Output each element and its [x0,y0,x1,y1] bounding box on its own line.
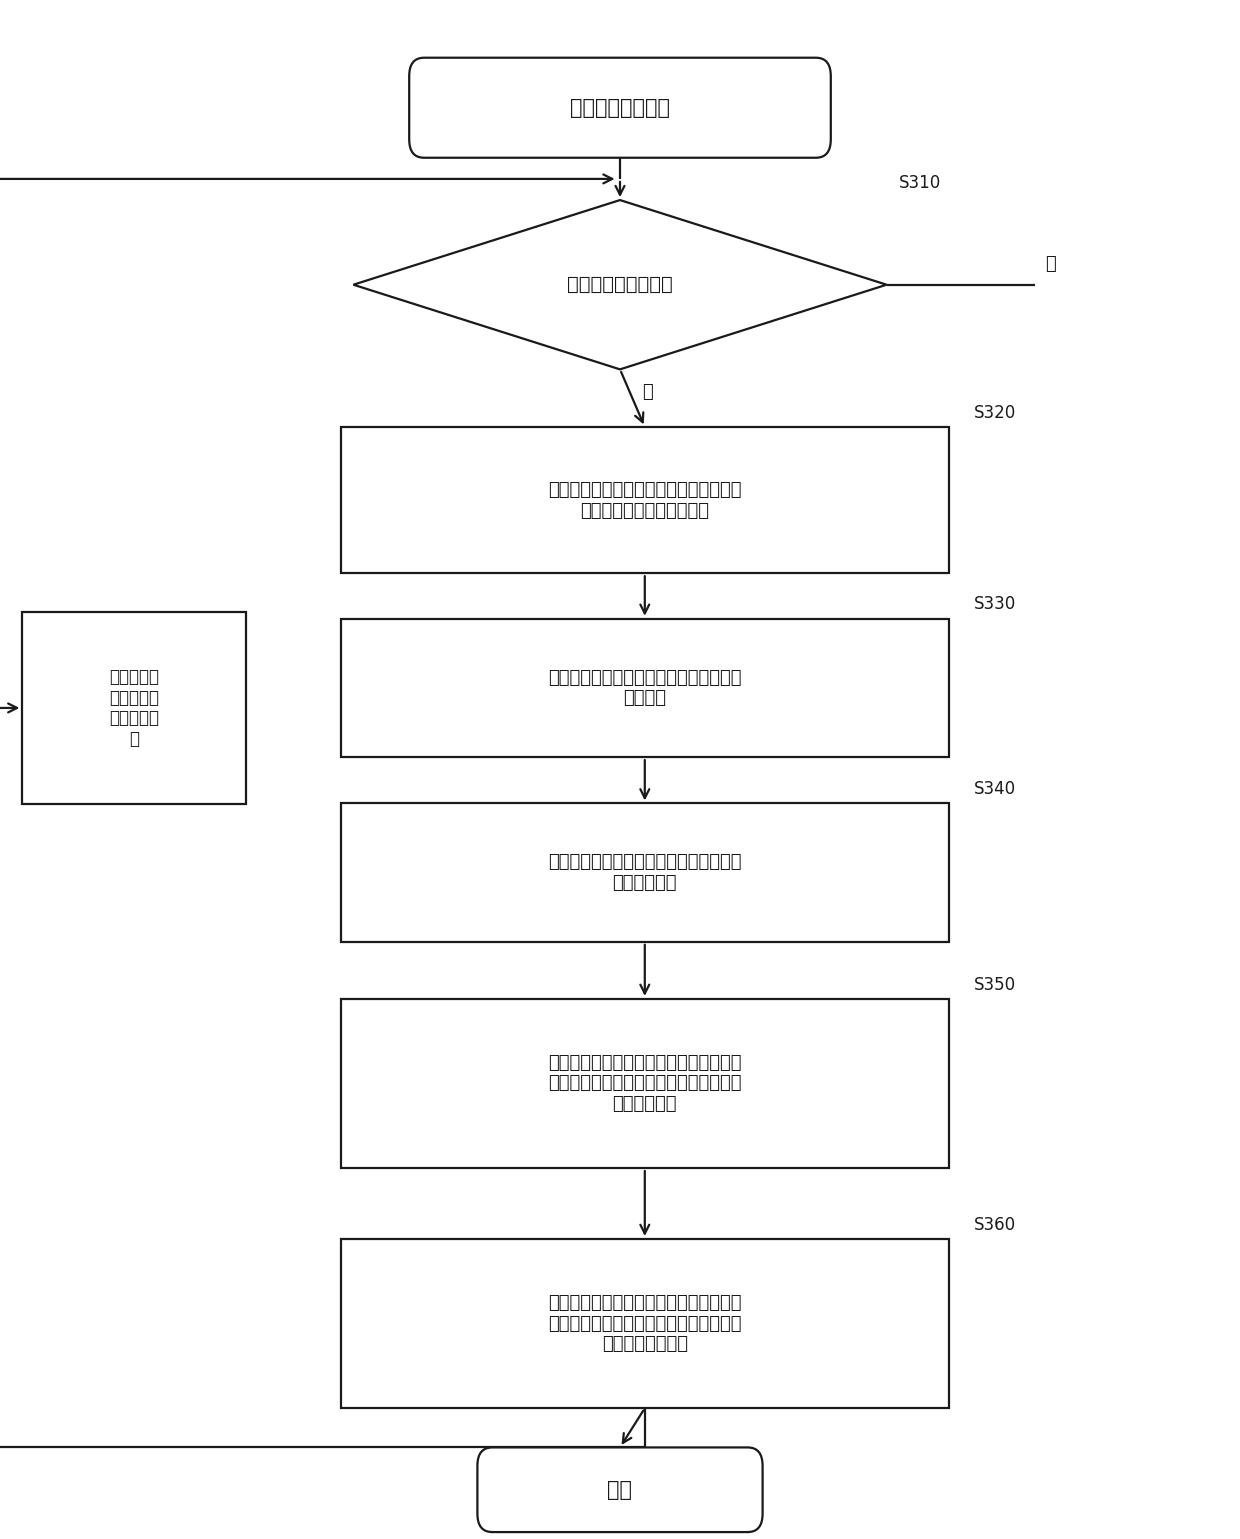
Bar [341,619,949,757]
Text: 对运动对象在当前图像片中的轮廓进行膏
胀，以得到轮廓感兴趣区域: 对运动对象在当前图像片中的轮廓进行膏 胀，以得到轮廓感兴趣区域 [548,480,742,520]
Text: 结束: 结束 [608,1481,632,1499]
Text: 根据跟踪单元在下一个图像片中的位置来
计算跟踪单元从当前图像片到下一个图像
片的运动矢量: 根据跟踪单元在下一个图像片中的位置来 计算跟踪单元从当前图像片到下一个图像 片的… [548,1054,742,1113]
Text: 否: 否 [1045,255,1056,274]
Text: 存在下一个图像片？: 存在下一个图像片？ [567,275,673,294]
Bar [22,611,246,803]
FancyBboxPatch shape [477,1447,763,1533]
Text: S320: S320 [973,403,1016,422]
Text: 将轮廓感兴趣区域划分成多个预定大小的
跟踪单元: 将轮廓感兴趣区域划分成多个预定大小的 跟踪单元 [548,668,742,708]
Text: S350: S350 [973,976,1016,994]
Bar [341,428,949,573]
Text: 通过模板匹配来得到跟踪单元在下一个图
像片中的位置: 通过模板匹配来得到跟踪单元在下一个图 像片中的位置 [548,853,742,893]
Text: S360: S360 [973,1216,1016,1234]
Text: S330: S330 [973,596,1016,614]
Text: S310: S310 [899,174,941,192]
Bar [341,1239,949,1408]
Text: 从预定图像片开始: 从预定图像片开始 [570,98,670,117]
Polygon shape [353,200,887,369]
Text: 是: 是 [642,383,653,402]
FancyBboxPatch shape [409,57,831,159]
Text: S340: S340 [973,780,1016,799]
Bar [341,803,949,942]
Text: 将所述下一
个图像片作
为当前图像
片: 将所述下一 个图像片作 为当前图像 片 [109,668,159,748]
Bar [341,999,949,1168]
Text: 基于运动对象在当前图像片中的轮廓和跟
踪单元的运动矢量来得到运动对象在下一
个图像片中的轮廓: 基于运动对象在当前图像片中的轮廓和跟 踪单元的运动矢量来得到运动对象在下一 个图… [548,1294,742,1353]
